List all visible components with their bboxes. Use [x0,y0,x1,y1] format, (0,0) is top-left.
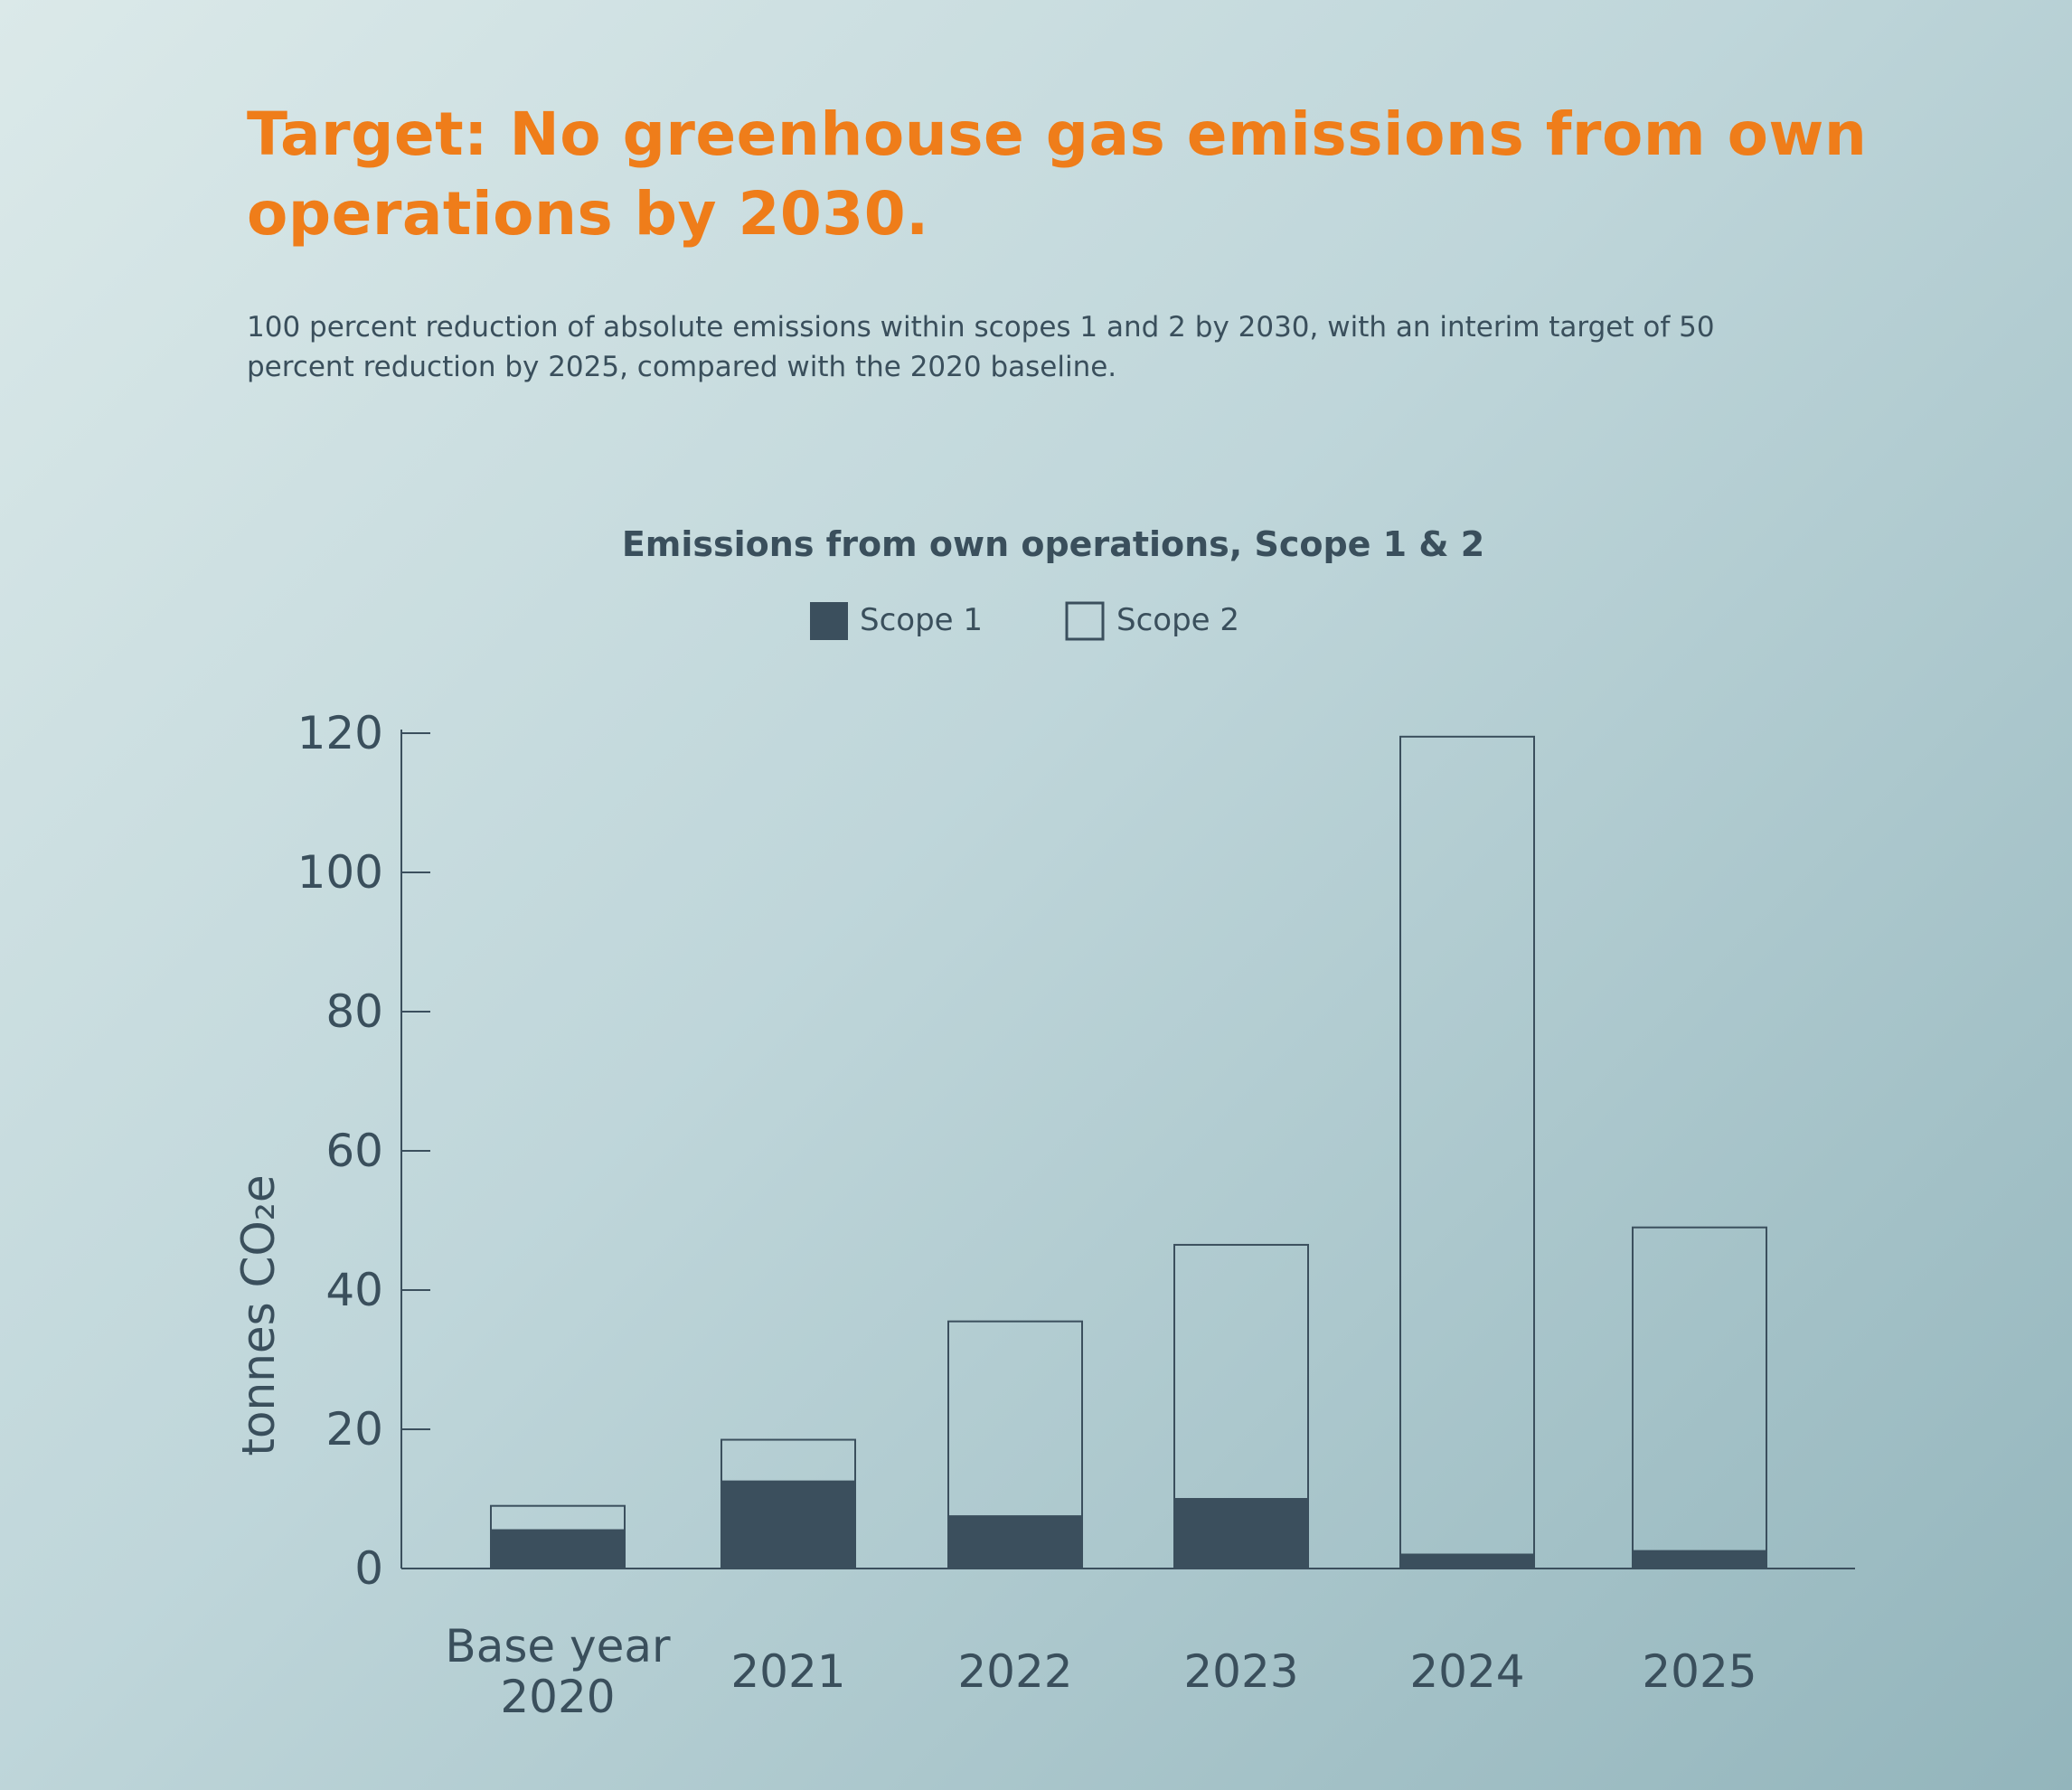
x-tick-label: Base year 2020 [445,1620,671,1723]
legend: Scope 1 Scope 2 [810,601,1239,641]
y-tick-label: 20 [325,1403,383,1456]
bar-scope2 [720,1438,856,1483]
y-tick-label: 40 [325,1264,383,1316]
x-axis-labels: Base year 2020 2021 2022 2023 2024 2025 [445,1620,1756,1723]
page-title: Target: No greenhouse gas emissions from… [247,99,1868,249]
legend-swatch-scope2 [1065,601,1105,641]
x-tick-label: 2025 [1642,1645,1756,1698]
legend-label-scope2: Scope 2 [1116,602,1239,638]
bar-scope1 [490,1529,626,1570]
bar-scope1 [1173,1498,1309,1569]
bar-scope2 [1632,1226,1767,1552]
y-axis-label: tonnes CO₂e [232,1174,285,1456]
bar-scope2 [1173,1243,1309,1500]
x-tick-label: 2022 [957,1645,1072,1698]
y-tick-label: 80 [325,985,383,1038]
bars [490,735,1767,1570]
x-tick-label: 2023 [1183,1645,1298,1698]
legend-swatch-scope1 [810,602,848,640]
legend-label-scope1: Scope 1 [860,602,983,638]
x-tick-label: 2021 [730,1645,845,1698]
y-tick-label: 100 [297,846,383,899]
page-subtitle: 100 percent reduction of absolute emissi… [247,311,1715,383]
bar-scope2 [947,1320,1083,1518]
chart-title: Emissions from own operations, Scope 1 &… [622,524,1484,564]
y-axis-ticks: 0 20 40 60 80 100 120 [297,707,430,1595]
bar-scope1 [720,1480,856,1569]
bar-scope1 [1632,1550,1767,1569]
y-tick-label: 60 [325,1125,383,1177]
bar-scope2 [490,1504,626,1531]
y-tick-label: 0 [354,1542,383,1595]
bar-scope1 [1399,1553,1535,1569]
y-tick-label: 120 [297,707,383,759]
bar-scope1 [947,1515,1083,1569]
bar-scope2 [1399,735,1535,1556]
x-tick-label: 2024 [1409,1645,1524,1698]
